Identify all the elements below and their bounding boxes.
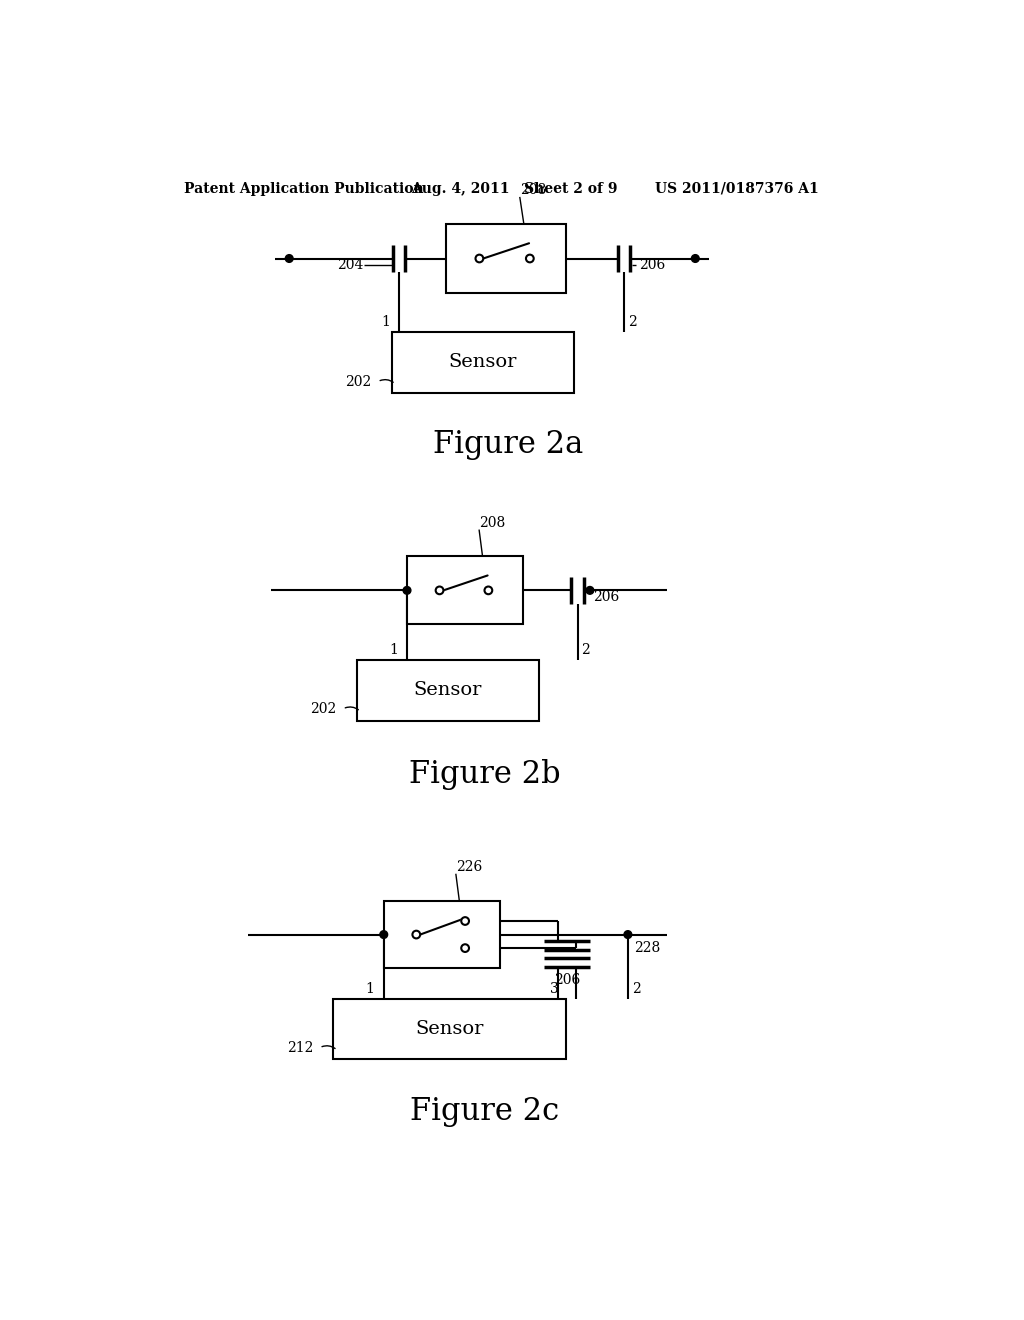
Circle shape: [624, 931, 632, 939]
Bar: [356, 660, 539, 721]
Text: Figure 2b: Figure 2b: [409, 759, 560, 789]
Circle shape: [403, 586, 411, 594]
Text: 202: 202: [345, 375, 372, 388]
Text: 206: 206: [640, 257, 666, 272]
Text: US 2011/0187376 A1: US 2011/0187376 A1: [655, 182, 819, 195]
Text: Figure 2c: Figure 2c: [410, 1096, 559, 1127]
Text: 2: 2: [632, 982, 640, 997]
Circle shape: [691, 255, 699, 263]
Text: 228: 228: [634, 941, 660, 956]
Text: 208: 208: [520, 183, 546, 197]
Bar: [384, 900, 500, 969]
Bar: [445, 224, 566, 293]
Text: Sensor: Sensor: [449, 354, 517, 371]
Text: 226: 226: [456, 859, 482, 874]
Bar: [334, 999, 566, 1059]
Text: 212: 212: [287, 1040, 313, 1055]
Bar: [391, 331, 573, 393]
Text: Aug. 4, 2011   Sheet 2 of 9: Aug. 4, 2011 Sheet 2 of 9: [411, 182, 617, 195]
Text: Figure 2a: Figure 2a: [432, 429, 583, 461]
Text: 204: 204: [337, 257, 364, 272]
Text: Sensor: Sensor: [414, 681, 482, 700]
Text: 206: 206: [593, 590, 620, 603]
Circle shape: [526, 255, 534, 263]
Text: 1: 1: [366, 982, 375, 997]
Circle shape: [461, 944, 469, 952]
Text: 208: 208: [479, 516, 505, 529]
Text: 1: 1: [381, 314, 390, 329]
Circle shape: [380, 931, 388, 939]
Circle shape: [413, 931, 420, 939]
Text: 2: 2: [628, 314, 637, 329]
Text: Sensor: Sensor: [416, 1020, 483, 1039]
Bar: [407, 557, 523, 624]
Text: 206: 206: [554, 973, 581, 987]
Circle shape: [586, 586, 594, 594]
Text: 202: 202: [310, 702, 336, 715]
Circle shape: [286, 255, 293, 263]
Text: Patent Application Publication: Patent Application Publication: [183, 182, 424, 195]
Text: 2: 2: [582, 643, 590, 657]
Circle shape: [484, 586, 493, 594]
Text: 1: 1: [389, 643, 397, 657]
Circle shape: [475, 255, 483, 263]
Text: 3: 3: [550, 982, 559, 997]
Circle shape: [461, 917, 469, 925]
Circle shape: [435, 586, 443, 594]
